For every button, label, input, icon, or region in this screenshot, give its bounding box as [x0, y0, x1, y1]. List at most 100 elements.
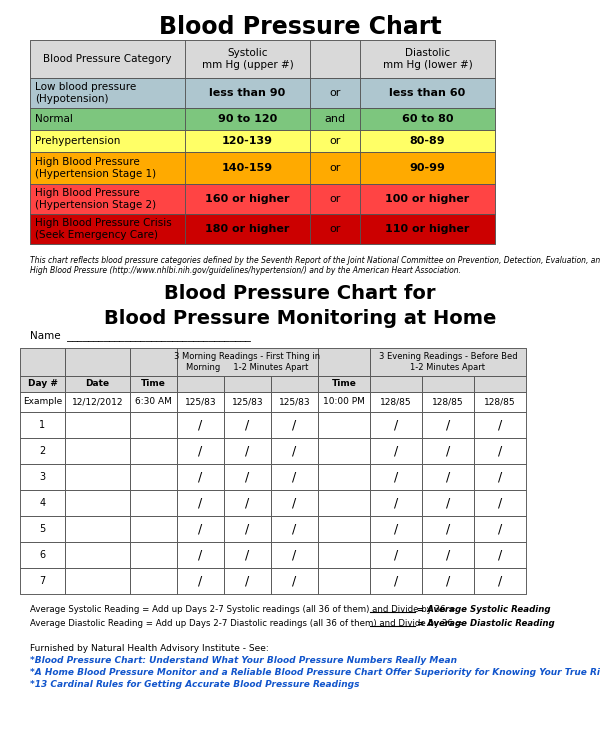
FancyBboxPatch shape [474, 568, 526, 594]
FancyBboxPatch shape [177, 568, 224, 594]
Text: /: / [199, 575, 203, 588]
FancyBboxPatch shape [474, 490, 526, 516]
Text: /: / [199, 496, 203, 510]
Text: 3 Evening Readings - Before Bed
1-2 Minutes Apart: 3 Evening Readings - Before Bed 1-2 Minu… [379, 353, 517, 372]
Text: /: / [446, 471, 450, 483]
Text: 180 or higher: 180 or higher [205, 224, 290, 234]
FancyBboxPatch shape [177, 376, 224, 392]
Text: Average Systolic Reading = Add up Days 2-7 Systolic readings (all 36 of them) an: Average Systolic Reading = Add up Days 2… [30, 605, 455, 615]
Text: /: / [199, 418, 203, 431]
FancyBboxPatch shape [65, 392, 130, 412]
Text: /: / [498, 418, 502, 431]
FancyBboxPatch shape [370, 376, 422, 392]
Text: /: / [446, 418, 450, 431]
Text: /: / [498, 523, 502, 536]
FancyBboxPatch shape [130, 516, 177, 542]
FancyBboxPatch shape [271, 438, 318, 464]
FancyBboxPatch shape [370, 392, 422, 412]
FancyBboxPatch shape [271, 516, 318, 542]
Text: /: / [446, 575, 450, 588]
Text: /: / [498, 471, 502, 483]
Text: /: / [446, 523, 450, 536]
Text: less than 90: less than 90 [209, 88, 286, 98]
Text: /: / [292, 496, 296, 510]
Text: /: / [245, 418, 250, 431]
FancyBboxPatch shape [474, 412, 526, 438]
Text: /: / [394, 471, 398, 483]
Text: 110 or higher: 110 or higher [385, 224, 470, 234]
FancyBboxPatch shape [224, 490, 271, 516]
Text: or: or [329, 163, 341, 173]
Text: /: / [292, 445, 296, 458]
Text: /: / [394, 445, 398, 458]
Text: 6: 6 [40, 550, 46, 560]
Text: High Blood Pressure
(Hypertension Stage 1): High Blood Pressure (Hypertension Stage … [35, 157, 156, 179]
FancyBboxPatch shape [177, 516, 224, 542]
FancyBboxPatch shape [130, 376, 177, 392]
Text: or: or [329, 194, 341, 204]
FancyBboxPatch shape [65, 568, 130, 594]
Text: = Average Diastolic Reading: = Average Diastolic Reading [417, 620, 554, 629]
Text: Time: Time [141, 380, 166, 388]
FancyBboxPatch shape [30, 40, 495, 78]
FancyBboxPatch shape [20, 464, 65, 490]
FancyBboxPatch shape [65, 490, 130, 516]
FancyBboxPatch shape [20, 516, 65, 542]
Text: /: / [498, 575, 502, 588]
Text: /: / [446, 548, 450, 561]
Text: /: / [245, 496, 250, 510]
Text: 7: 7 [40, 576, 46, 586]
Text: /: / [245, 548, 250, 561]
FancyBboxPatch shape [224, 542, 271, 568]
Text: /: / [394, 418, 398, 431]
Text: Normal: Normal [35, 114, 73, 124]
Text: 90-99: 90-99 [410, 163, 445, 173]
FancyBboxPatch shape [20, 376, 65, 392]
FancyBboxPatch shape [65, 412, 130, 438]
FancyBboxPatch shape [474, 542, 526, 568]
FancyBboxPatch shape [271, 490, 318, 516]
Text: 140-159: 140-159 [222, 163, 273, 173]
FancyBboxPatch shape [20, 568, 65, 594]
FancyBboxPatch shape [65, 464, 130, 490]
FancyBboxPatch shape [422, 568, 474, 594]
Text: Average Diastolic Reading = Add up Days 2-7 Diastolic readings (all 36 of them) : Average Diastolic Reading = Add up Days … [30, 620, 463, 629]
FancyBboxPatch shape [177, 392, 224, 412]
Text: 80-89: 80-89 [410, 136, 445, 146]
Text: Systolic
mm Hg (upper #): Systolic mm Hg (upper #) [202, 48, 293, 70]
FancyBboxPatch shape [318, 376, 370, 392]
Text: 4: 4 [40, 498, 46, 508]
FancyBboxPatch shape [30, 152, 495, 184]
Text: /: / [498, 496, 502, 510]
FancyBboxPatch shape [370, 438, 422, 464]
FancyBboxPatch shape [224, 438, 271, 464]
Text: /: / [292, 471, 296, 483]
FancyBboxPatch shape [271, 568, 318, 594]
Text: /: / [446, 445, 450, 458]
Text: /: / [245, 471, 250, 483]
FancyBboxPatch shape [318, 348, 370, 376]
FancyBboxPatch shape [370, 464, 422, 490]
Text: High Blood Pressure Crisis
(Seek Emergency Care): High Blood Pressure Crisis (Seek Emergen… [35, 218, 172, 239]
FancyBboxPatch shape [20, 392, 65, 412]
FancyBboxPatch shape [474, 392, 526, 412]
FancyBboxPatch shape [30, 78, 495, 108]
FancyBboxPatch shape [370, 412, 422, 438]
Text: or: or [329, 136, 341, 146]
FancyBboxPatch shape [30, 214, 495, 244]
FancyBboxPatch shape [224, 412, 271, 438]
FancyBboxPatch shape [20, 348, 65, 376]
Text: Example: Example [23, 398, 62, 407]
Text: 160 or higher: 160 or higher [205, 194, 290, 204]
FancyBboxPatch shape [130, 348, 177, 376]
Text: /: / [245, 445, 250, 458]
Text: 12/12/2012: 12/12/2012 [72, 398, 123, 407]
Text: Prehypertension: Prehypertension [35, 136, 121, 146]
FancyBboxPatch shape [474, 376, 526, 392]
Text: /: / [292, 523, 296, 536]
Text: Time: Time [332, 380, 356, 388]
FancyBboxPatch shape [130, 542, 177, 568]
Text: 120-139: 120-139 [222, 136, 273, 146]
Text: 128/85: 128/85 [432, 398, 464, 407]
FancyBboxPatch shape [20, 438, 65, 464]
